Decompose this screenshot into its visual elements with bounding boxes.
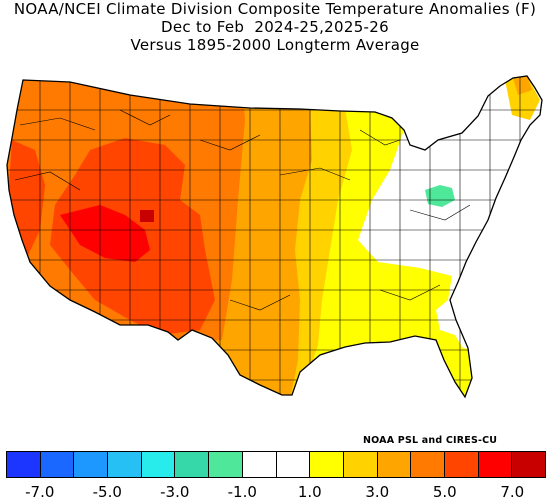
title-line-3: Versus 1895-2000 Longterm Average [130, 36, 420, 54]
legend-swatch-7 [209, 452, 243, 477]
legend-swatch-16 [512, 452, 545, 477]
legend-swatch-13 [411, 452, 445, 477]
red-anomaly-region [60, 205, 150, 262]
dark-red-pocket [140, 210, 154, 222]
anomaly-fill-regions [7, 76, 542, 397]
title-line-2: Dec to Feb 2024-25,2025-26 [161, 18, 389, 36]
legend-swatch-9 [276, 452, 311, 477]
florida-yellow-region [440, 340, 472, 395]
legend-tick-4: -1.0 [227, 483, 257, 501]
legend-colorbar [6, 451, 546, 478]
legend-tick-8: 7.0 [500, 483, 525, 501]
legend-swatch-10 [310, 452, 344, 477]
credit-label: NOAA PSL and CIRES-CU [363, 435, 498, 446]
legend-swatch-6 [175, 452, 210, 477]
maine-gold-region [505, 76, 540, 120]
legend-swatch-2 [40, 452, 75, 477]
us-climate-division-map [6, 75, 543, 398]
legend-tick-3: -3.0 [160, 483, 190, 501]
legend-swatch-8 [242, 452, 277, 477]
legend-swatch-15 [478, 452, 513, 477]
legend-tick-labels: -7.0 -5.0 -3.0 -1.0 1.0 3.0 5.0 7.0 [0, 483, 550, 501]
legend-swatch-11 [343, 452, 378, 477]
legend-swatch-4 [108, 452, 142, 477]
legend-swatch-1 [7, 452, 41, 477]
legend-tick-1: -7.0 [25, 483, 55, 501]
teal-anomaly-region [425, 185, 455, 207]
legend-tick-7: 5.0 [432, 483, 457, 501]
maine-orange-region [513, 76, 532, 95]
map-title-block: NOAA/NCEI Climate Division Composite Tem… [0, 0, 550, 54]
legend-tick-2: -5.0 [92, 483, 122, 501]
legend-swatch-14 [444, 452, 479, 477]
title-line-1: NOAA/NCEI Climate Division Composite Tem… [13, 0, 537, 18]
legend-swatch-3 [74, 452, 109, 477]
legend-tick-5: 1.0 [297, 483, 322, 501]
legend-tick-6: 3.0 [365, 483, 390, 501]
legend-swatch-5 [141, 452, 176, 477]
legend-swatch-12 [377, 452, 412, 477]
